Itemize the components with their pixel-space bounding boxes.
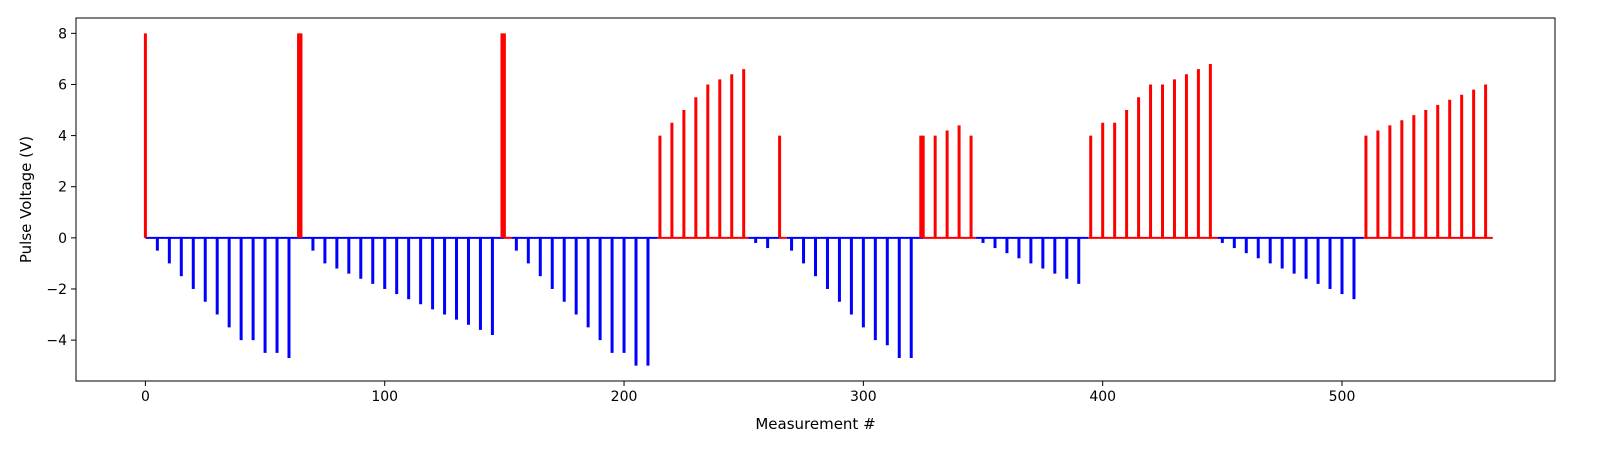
plot-frame: [75, 17, 1556, 382]
y-tick-label: 2: [58, 180, 67, 196]
x-tick-label: 0: [141, 389, 150, 405]
x-tick-label: 100: [371, 389, 398, 405]
x-axis-title: Measurement #: [755, 415, 875, 433]
bars-layer: [143, 33, 1488, 366]
x-tick-label: 500: [1329, 389, 1356, 405]
y-tick-label: 8: [58, 26, 67, 42]
y-tick-label: 4: [58, 129, 67, 145]
y-tick-label: −2: [46, 282, 67, 298]
x-tick-label: 300: [850, 389, 877, 405]
x-tick-label: 200: [611, 389, 638, 405]
y-axis-title: Pulse Voltage (V): [17, 136, 35, 263]
x-axis: 0 100 200 300 400 500: [141, 381, 1355, 405]
y-tick-label: 6: [58, 77, 67, 93]
y-axis: −4 −2 0 2 4 6 8: [46, 26, 76, 349]
y-tick-label: 0: [58, 231, 67, 247]
x-tick-label: 400: [1089, 389, 1116, 405]
y-tick-label: −4: [46, 333, 67, 349]
